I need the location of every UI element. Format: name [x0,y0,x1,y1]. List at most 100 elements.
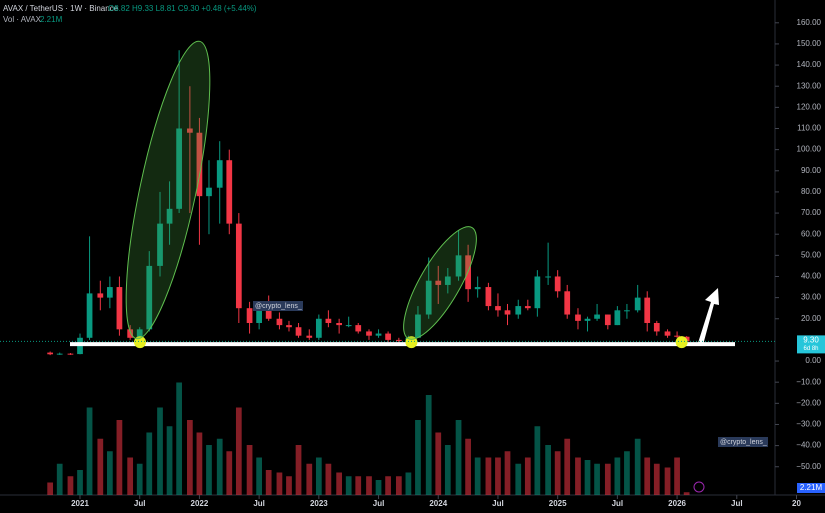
volume-bar [564,438,571,495]
highlight-ellipse [125,40,211,340]
candle-body [534,276,541,309]
x-tick-label: Jul [492,499,504,508]
candle-body [146,265,153,330]
volume-bar [524,457,531,495]
y-tick-label: 60.00 [801,229,822,238]
volume-bar [474,457,481,495]
candle-body [415,314,421,338]
volume-bar [366,476,372,495]
candle-body [385,333,391,340]
volume-bar [594,463,600,495]
candle-body [594,314,600,319]
candle-body [256,310,262,323]
y-tick-label: 130.00 [797,81,822,90]
y-tick-label: −30.00 [796,420,821,429]
volume-bar [136,463,143,495]
candle-body [206,187,212,197]
y-tick-label: 110.00 [797,124,821,133]
candle-body [315,318,322,338]
candle-body [106,287,113,298]
volume-bar [345,476,352,495]
volume-bar [116,420,123,495]
y-tick-label: 70.00 [801,208,822,217]
y-tick-label: −40.00 [796,441,821,450]
candle-body [366,331,372,336]
volume-bar [127,457,134,495]
candle-body [345,325,352,327]
volume-bar [187,420,193,495]
volume-bar [604,463,611,495]
volume-bar [325,463,332,495]
candle-body [584,318,591,321]
volume-bar [644,457,651,495]
candle-body [336,322,343,326]
last-price-label: 9.30 [803,335,819,344]
volume-title: Vol · AVAX [3,15,42,24]
volume-label: 2.21M [800,483,823,492]
volume-bar [495,457,501,495]
candle-body [614,310,621,326]
watermark-box [253,301,303,311]
x-tick-label: 2021 [71,499,89,508]
volume-bar [554,451,561,495]
volume-bar [674,457,680,495]
plot [47,50,735,495]
volume-bar [624,451,630,495]
watermark: @crypto_lens_ [720,439,767,446]
candle-body [286,325,292,328]
x-tick-label: Jul [612,499,624,508]
candle-body [157,223,163,266]
volume-bar [485,457,492,495]
candle-body [265,310,272,319]
volume-bar [256,457,262,495]
candle-body [187,128,193,133]
x-tick-label: Jul [373,499,385,508]
volume-bar [545,445,551,495]
volume-bar [146,432,153,495]
volume-bar [465,438,471,495]
volume-bar [166,426,173,495]
candle-body [674,335,680,337]
candle-body [47,352,54,355]
watermark-box [718,437,768,447]
volume-label-box [797,483,825,493]
volume-bar [534,426,541,495]
candle-body [276,318,283,326]
candle-body [524,306,531,309]
candle-body [485,287,492,307]
y-tick-label: 160.00 [797,18,822,27]
candle-body [515,306,522,315]
candle-body [474,287,481,290]
candle-body [653,322,660,332]
symbol: AVAX / TetherUS · 1W · Binance [3,4,119,13]
volume-bar [56,463,63,495]
volume-bar [216,438,223,495]
candle-body [176,128,182,209]
volume-bar [336,472,343,495]
candle-body [564,291,571,315]
candle-body [67,353,74,355]
volume-bar [315,457,322,495]
volume-bar [385,476,391,495]
volume-bar [157,407,163,495]
arrow [698,288,719,345]
touch-marker [675,336,688,349]
volume-bar [77,470,83,495]
candle-body [86,293,93,338]
candle-body [395,339,402,341]
x-tick-label: 2026 [668,499,686,508]
volume-bar [355,476,362,495]
volume-bar [246,445,253,495]
y-tick-label: −20.00 [796,398,821,407]
candle-body [216,160,223,188]
y-tick-label: 20.00 [801,314,822,323]
volume-bar [435,432,442,495]
volume-bar [106,451,113,495]
volume-bar [226,451,233,495]
y-tick-label: −50.00 [796,462,821,471]
candle-body [604,314,611,326]
volume-bar [306,463,313,495]
alert-icon[interactable] [693,481,705,493]
y-tick-label: 150.00 [797,39,822,48]
